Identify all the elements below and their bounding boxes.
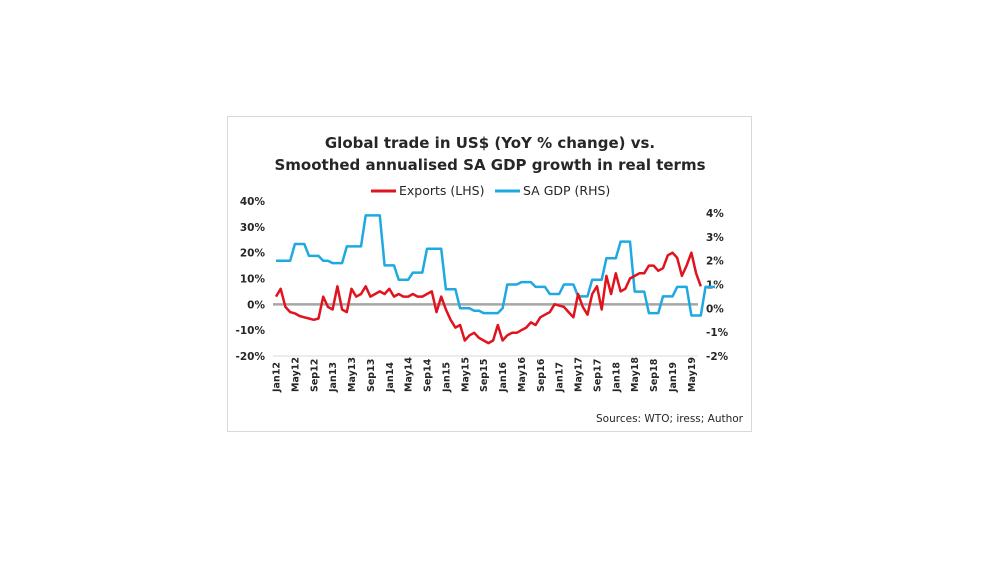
source-note: Sources: WTO; iress; Author — [596, 413, 744, 425]
x-axis-tick-label: Sep16 — [536, 358, 547, 392]
x-axis-tick-label: Sep18 — [649, 358, 660, 392]
legend-label-gdp: SA GDP (RHS) — [523, 183, 610, 198]
right-axis-tick-label: 2% — [706, 256, 724, 268]
x-axis-tick-label: Jan17 — [555, 362, 566, 393]
chart-title-line-2: Smoothed annualised SA GDP growth in rea… — [274, 156, 705, 174]
x-axis-tick-label: May17 — [574, 357, 585, 392]
series-line-exports — [274, 251, 702, 345]
left-axis-tick-label: 30% — [240, 222, 266, 234]
legend-label-exports: Exports (LHS) — [399, 183, 484, 198]
left-axis-tick-label: -10% — [236, 325, 266, 337]
x-axis-tick-label: Jan18 — [611, 362, 622, 393]
left-axis-ticks: -20% -10% 0% 10% 20% 30% 40% — [236, 196, 266, 363]
x-axis-tick-label: May19 — [687, 357, 698, 392]
x-axis-tick-label: May15 — [460, 357, 471, 392]
right-axis-tick-label: -2% — [706, 351, 729, 363]
legend: Exports (LHS) SA GDP (RHS) — [371, 183, 610, 198]
x-axis-tick-label: Jan14 — [385, 362, 396, 393]
data-points — [275, 215, 716, 344]
x-axis-tick-label: Jan12 — [272, 362, 283, 393]
x-axis-tick-label: May12 — [290, 357, 301, 392]
right-axis-tick-label: 0% — [706, 303, 724, 315]
x-axis-tick-label: Sep17 — [592, 359, 603, 392]
chart-svg: Global trade in US$ (YoY % change) vs. S… — [236, 134, 744, 425]
left-axis-tick-label: -20% — [236, 351, 266, 363]
x-axis-tick-label: Jan15 — [441, 362, 452, 393]
right-axis-tick-label: -1% — [706, 327, 729, 339]
chart-title-line-1: Global trade in US$ (YoY % change) vs. — [325, 134, 655, 152]
x-axis-tick-label: Sep14 — [423, 358, 434, 392]
x-axis-tick-label: Jan13 — [328, 362, 339, 393]
x-axis-ticks: Jan12 May12 Sep12 Jan13 May13 Sep13 Jan14 May14… — [272, 357, 698, 393]
right-axis-tick-label: 3% — [706, 232, 724, 244]
x-axis-tick-label: Jan16 — [498, 362, 509, 393]
x-axis-tick-label: May16 — [517, 357, 528, 392]
left-axis-tick-label: 20% — [240, 248, 266, 260]
right-axis-tick-label: 4% — [706, 208, 724, 220]
x-axis-tick-label: May13 — [347, 357, 358, 392]
series-line-sa-gdp — [276, 214, 715, 317]
left-axis-tick-label: 0% — [247, 299, 265, 311]
left-axis-tick-label: 40% — [240, 196, 266, 208]
x-axis-tick-label: May18 — [630, 357, 641, 392]
left-axis-tick-label: 10% — [240, 274, 266, 286]
x-axis-tick-label: May14 — [404, 357, 415, 392]
x-axis-tick-label: Sep12 — [309, 359, 320, 392]
x-axis-tick-label: Sep13 — [366, 359, 377, 392]
chart-frame: Global trade in US$ (YoY % change) vs. S… — [227, 116, 752, 432]
x-axis-tick-label: Sep15 — [479, 359, 490, 392]
right-axis-tick-label: 1% — [706, 280, 724, 292]
right-axis-ticks: -2% -1% 0% 1% 2% 3% 4% — [706, 208, 729, 363]
x-axis-tick-label: Jan19 — [668, 362, 679, 393]
